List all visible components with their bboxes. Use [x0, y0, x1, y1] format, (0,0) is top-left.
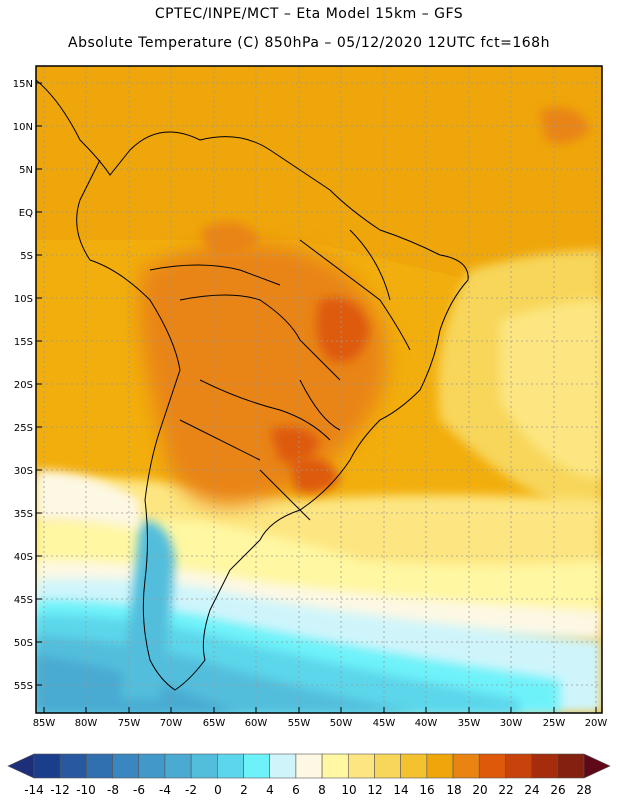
colorbar-cell — [217, 753, 244, 779]
colorbar-cell — [164, 753, 192, 779]
colorbar-label: -12 — [50, 783, 70, 797]
colorbar-cell — [269, 753, 297, 779]
colorbar-label: -10 — [76, 783, 96, 797]
colorbar-label: -4 — [159, 783, 171, 797]
colorbar-label: -8 — [107, 783, 119, 797]
colorbar-cell — [321, 753, 349, 779]
longitude-axis: 85W 80W 75W 70W 65W 60W 55W 50W 45W 40W … — [33, 718, 608, 729]
colorbar-cell — [400, 753, 428, 779]
lat-lon-grid — [36, 66, 602, 713]
colorbar-label: 4 — [266, 783, 274, 797]
colorbar-cell — [112, 753, 140, 779]
lon-label: 40W — [415, 718, 438, 729]
map-title-line1: CPTEC/INPE/MCT – Eta Model 15km – GFS — [154, 6, 464, 22]
colorbar-cell — [531, 753, 559, 779]
lon-label: 75W — [118, 718, 141, 729]
lat-label: 5N — [19, 165, 33, 176]
colorbar-cell — [426, 753, 454, 779]
colorbar-cell — [86, 753, 113, 779]
lat-label: 45S — [14, 595, 33, 606]
colorbar-cell — [138, 753, 166, 779]
colorbar-cell — [478, 753, 506, 779]
colorbar-label: 12 — [367, 783, 382, 797]
colorbar-cell — [347, 753, 375, 779]
colorbar-label: 2 — [240, 783, 248, 797]
colorbar-cell — [295, 753, 323, 779]
colorbar-label: -6 — [133, 783, 145, 797]
lat-label: 5S — [20, 251, 33, 262]
colorbar: -14 -12 -10 -8 -6 -4 -2 0 2 4 6 8 10 12 … — [7, 753, 611, 797]
colorbar-cell — [33, 753, 61, 779]
coastlines-and-borders — [36, 79, 469, 691]
colorbar-label: 26 — [550, 783, 565, 797]
lon-label: 20W — [585, 718, 608, 729]
lon-label: 30W — [500, 718, 523, 729]
colorbar-cell — [374, 753, 401, 779]
colorbar-cell — [243, 753, 271, 779]
colorbar-label: 16 — [419, 783, 434, 797]
lon-label: 35W — [458, 718, 481, 729]
colorbar-cell — [557, 753, 585, 779]
lat-label: 50S — [14, 638, 33, 649]
lon-label: 65W — [203, 718, 226, 729]
lon-label: 45W — [373, 718, 396, 729]
lat-label: 10S — [14, 294, 33, 305]
lon-label: 25W — [543, 718, 566, 729]
lat-label: 30S — [14, 466, 33, 477]
lon-label: 60W — [245, 718, 268, 729]
colorbar-label: 20 — [472, 783, 487, 797]
colorbar-over-arrow — [583, 753, 611, 779]
colorbar-cell — [452, 753, 480, 779]
colorbar-label: -14 — [24, 783, 44, 797]
colorbar-labels: -14 -12 -10 -8 -6 -4 -2 0 2 4 6 8 10 12 … — [24, 783, 591, 797]
colorbar-label: 14 — [393, 783, 408, 797]
lat-label: 40S — [14, 552, 33, 563]
colorbar-cell — [190, 753, 218, 779]
temperature-field — [36, 66, 602, 713]
map-title-line2: Absolute Temperature (C) 850hPa – 05/12/… — [68, 35, 550, 51]
lon-label: 70W — [160, 718, 183, 729]
lat-label: 35S — [14, 509, 33, 520]
lat-label: 25S — [14, 423, 33, 434]
colorbar-label: -2 — [185, 783, 197, 797]
lat-label: 15N — [13, 79, 33, 90]
colorbar-label: 0 — [214, 783, 222, 797]
lat-label: 10N — [13, 122, 33, 133]
colorbar-label: 18 — [446, 783, 461, 797]
lat-label: 55S — [14, 681, 33, 692]
lon-label: 50W — [330, 718, 353, 729]
colorbar-label: 10 — [341, 783, 356, 797]
colorbar-label: 28 — [576, 783, 591, 797]
lat-label: EQ — [19, 208, 33, 219]
colorbar-label: 22 — [498, 783, 513, 797]
lon-label: 85W — [33, 718, 56, 729]
lon-label: 80W — [75, 718, 98, 729]
colorbar-label: 24 — [524, 783, 539, 797]
lat-label: 15S — [14, 337, 33, 348]
map-frame — [35, 65, 603, 714]
colorbar-cell — [59, 753, 87, 779]
colorbar-cells — [33, 753, 585, 779]
colorbar-label: 8 — [318, 783, 326, 797]
colorbar-label: 6 — [292, 783, 300, 797]
lon-label: 55W — [288, 718, 311, 729]
latitude-axis: 15N 10N 5N EQ 5S 10S 15S 20S 25S 30S 35S… — [13, 79, 33, 692]
colorbar-cell — [505, 753, 532, 779]
colorbar-under-arrow — [7, 753, 35, 779]
lat-label: 20S — [14, 380, 33, 391]
